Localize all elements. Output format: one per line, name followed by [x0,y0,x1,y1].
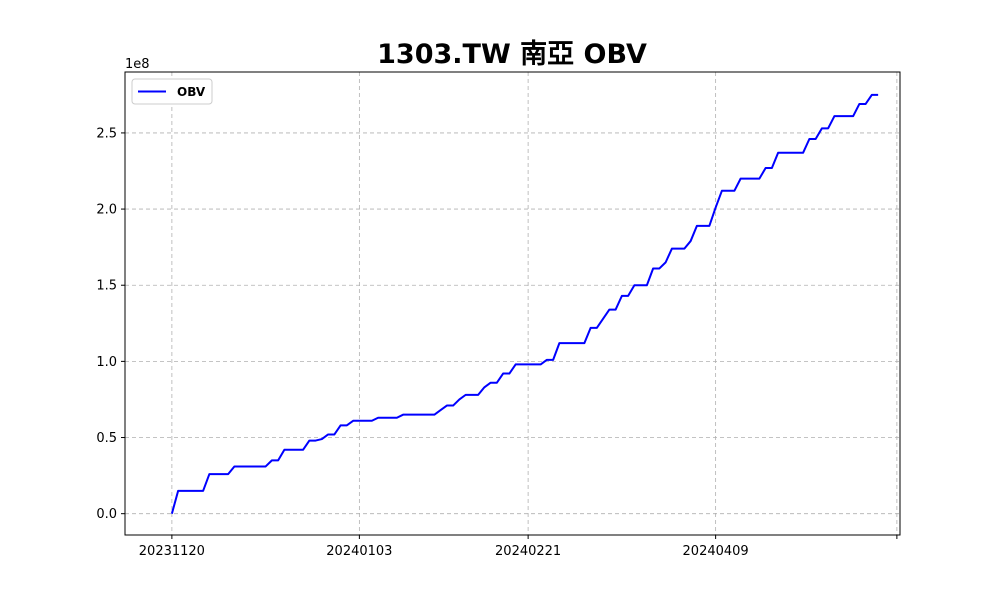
y-tick-label: 0.0 [96,507,117,522]
grid-layer [125,72,900,535]
y-tick-label: 2.0 [96,203,117,218]
y-tick-label: 0.5 [96,431,117,446]
legend-label-obv: OBV [177,85,206,99]
series-layer [170,93,879,514]
series-line-obv [170,93,879,514]
x-tick-label: 20240103 [326,544,392,559]
tick-layer: 0.0 0.5 1.0 1.5 2.0 2.5 20231120 20240103 202402… [96,126,898,559]
x-tick-label: 20231120 [139,544,205,559]
chart-title: 1303.TW 南亞 OBV [377,39,647,70]
x-tick-label: 20240409 [683,544,749,559]
y-tick-label: 1.0 [96,355,117,370]
legend: OBV [131,78,213,105]
y-axis-multiplier-label: 1e8 [125,57,150,72]
y-tick-label: 2.5 [96,126,117,141]
legend-box [131,78,213,105]
plot-area-frame [124,71,901,536]
y-tick-label: 1.5 [96,279,117,294]
x-tick-label: 20240221 [495,544,561,559]
